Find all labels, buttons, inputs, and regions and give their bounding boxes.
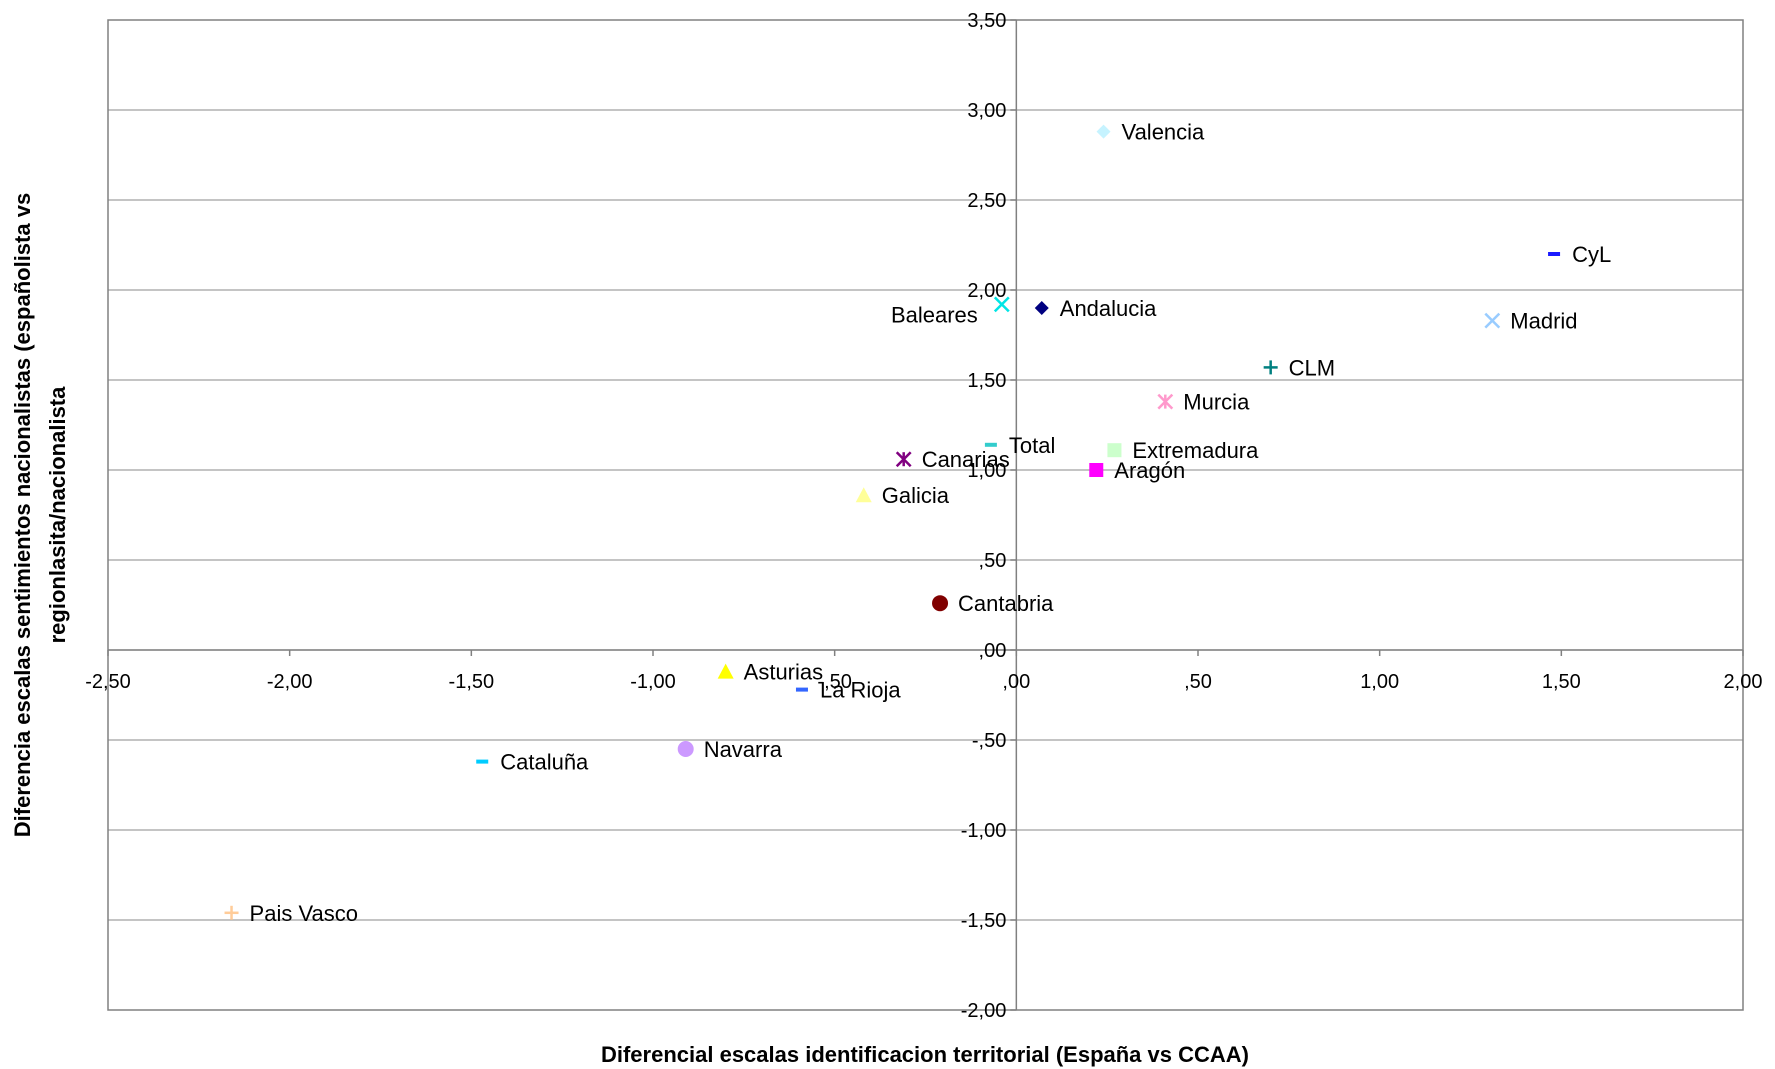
point-label-pais-vasco: Pais Vasco — [250, 901, 358, 926]
point-asturias — [717, 663, 734, 679]
point-clm — [1263, 360, 1278, 375]
point-cyl — [1548, 252, 1561, 256]
point-label-cantabria: Cantabria — [958, 591, 1054, 616]
point-label-total: Total — [1009, 433, 1055, 458]
point-label-valencia: Valencia — [1122, 120, 1206, 145]
x-tick-label-0: -2,50 — [85, 671, 131, 693]
x-tick-label-7: 1,00 — [1360, 671, 1399, 693]
x-tick-label-3: -1,00 — [630, 671, 676, 693]
y-tick-label-6: ,50 — [979, 550, 1007, 572]
point-label-madrid: Madrid — [1510, 309, 1577, 334]
point-label-clm: CLM — [1289, 355, 1335, 380]
point-label-galicia: Galicia — [882, 483, 950, 508]
y-axis-title-line-2: regionlasita/nacionalista — [45, 386, 70, 644]
point-pais-vasco — [224, 905, 239, 920]
point-canarias — [895, 451, 912, 468]
point-label-murcia: Murcia — [1183, 390, 1250, 415]
x-tick-label-1: -2,00 — [267, 671, 313, 693]
point-navarra — [677, 741, 694, 757]
y-tick-label-7: ,00 — [979, 640, 1007, 662]
y-tick-label-4: 1,50 — [967, 370, 1006, 392]
y-tick-label-10: -1,50 — [961, 910, 1007, 932]
x-tick-label-9: 2,00 — [1724, 671, 1763, 693]
point-arag-n — [1089, 463, 1104, 477]
point-madrid — [1484, 312, 1501, 329]
point-label-arag-n: Aragón — [1114, 458, 1185, 483]
y-tick-label-3: 2,00 — [967, 280, 1006, 302]
point-label-la-rioja: La Rioja — [820, 678, 901, 703]
x-tick-label-2: -1,50 — [449, 671, 495, 693]
point-label-cyl: CyL — [1572, 242, 1611, 267]
plot-area-border — [107, 19, 1744, 1011]
x-tick-label-5: ,00 — [1002, 671, 1030, 693]
point-cantabria — [932, 595, 949, 612]
point-label-asturias: Asturias — [744, 660, 823, 685]
point-extremadura — [1107, 443, 1122, 458]
point-valencia — [1096, 124, 1111, 139]
point-galicia — [855, 487, 872, 503]
point-murcia — [1157, 393, 1174, 410]
point-label-andalucia: Andalucia — [1060, 296, 1157, 321]
point-catalu-a — [476, 759, 489, 764]
point-label-navarra: Navarra — [704, 737, 783, 762]
y-tick-label-5: 1,00 — [967, 460, 1006, 482]
y-tick-label-0: 3,50 — [967, 10, 1006, 32]
x-tick-label-6: ,50 — [1184, 671, 1212, 693]
grid-lines — [108, 109, 1743, 921]
y-tick-label-8: -,50 — [972, 730, 1006, 752]
point-baleares — [993, 296, 1010, 313]
point-label-baleares: Baleares — [891, 302, 978, 327]
y-tick-label-2: 2,50 — [967, 190, 1006, 212]
point-total — [984, 442, 997, 447]
x-axis-title: Diferencial escalas identificacion terri… — [601, 1042, 1249, 1067]
data-points: Valencia CyL Andalucia Baleares Madrid CLM Mur… — [224, 120, 1611, 926]
y-axis-title-line-1: Diferencia escalas sentimientos nacional… — [10, 193, 35, 837]
point-andalucia — [1034, 301, 1049, 315]
y-tick-label-1: 3,00 — [967, 100, 1006, 122]
point-label-canarias: Canarias — [922, 447, 1010, 472]
y-axis-title: Diferencia escalas sentimientos nacional… — [10, 193, 70, 837]
x-tick-label-8: 1,50 — [1542, 671, 1581, 693]
x-tick-label-4: -,50 — [817, 671, 851, 693]
point-label-catalu-a: Cataluña — [500, 750, 589, 775]
y-tick-label-9: -1,00 — [961, 820, 1007, 842]
y-tick-label-11: -2,00 — [961, 1000, 1007, 1022]
point-label-extremadura: Extremadura — [1132, 438, 1259, 463]
axes: 3,50 3,00 2,50 2,00 1,50 1,00 ,50 ,00 -,50 -1,00 -… — [85, 10, 1762, 1022]
point-la-rioja — [795, 687, 808, 692]
